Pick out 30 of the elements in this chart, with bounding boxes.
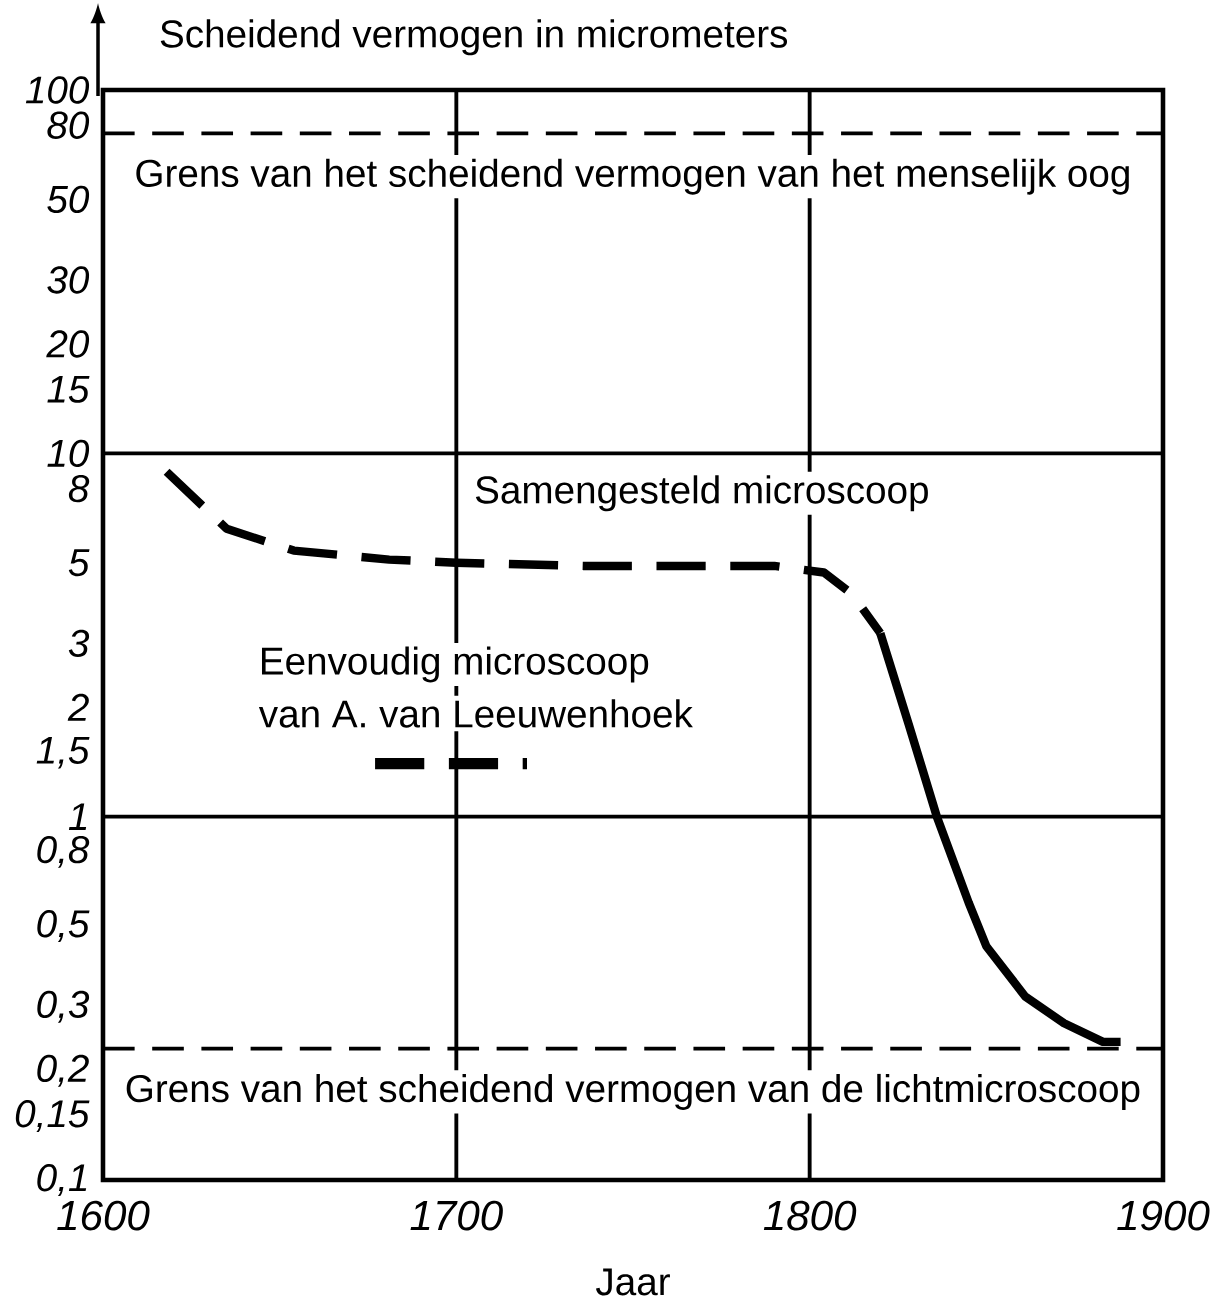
y-tick-label: 0,3 — [37, 990, 90, 1023]
y-tick-label: 0,2 — [37, 1054, 89, 1087]
ref-line-label: Grens van het scheidend vermogen van het menselijk oog — [136, 158, 1129, 195]
y-tick-label: 2 — [67, 693, 89, 721]
x-axis-title: Jaar — [596, 1268, 670, 1296]
x-tick-label: 1900 — [1117, 1200, 1210, 1231]
x-tick-label: 1700 — [410, 1200, 503, 1231]
y-tick-label: 30 — [47, 266, 90, 294]
y-tick-label: 3 — [68, 629, 90, 658]
ref-line-label: Grens van het scheidend vermogen van de lichtmicroscoop — [126, 1073, 1140, 1110]
y-tick-label: 0,5 — [37, 910, 90, 943]
x-tick-label: 1600 — [57, 1200, 150, 1231]
annotation: Samengesteld microscoop — [475, 475, 928, 512]
annotation: Eenvoudig microscoop — [262, 646, 649, 683]
y-tick-label: 50 — [47, 185, 90, 214]
y-tick-label: 80 — [47, 111, 90, 139]
x-tick-label: 1800 — [763, 1200, 857, 1231]
y-tick-label: 1,5 — [36, 736, 90, 769]
annotation: van A. van Leeuwenhoek — [258, 699, 693, 728]
y-axis-title: Scheidend vermogen in micrometers — [160, 19, 788, 56]
y-tick-label: 15 — [47, 375, 90, 403]
y-tick-label: 0,8 — [37, 835, 90, 868]
y-tick-label: 8 — [68, 474, 90, 503]
y-tick-label: 20 — [46, 330, 90, 358]
y-tick-label: 1 — [68, 803, 87, 830]
y-tick-label: 5 — [68, 549, 90, 577]
y-tick-label: 0,15 — [15, 1100, 90, 1133]
y-tick-label: 0,1 — [37, 1164, 87, 1196]
y-tick-label: 100 — [25, 76, 90, 104]
y-tick-label: 10 — [47, 439, 90, 468]
